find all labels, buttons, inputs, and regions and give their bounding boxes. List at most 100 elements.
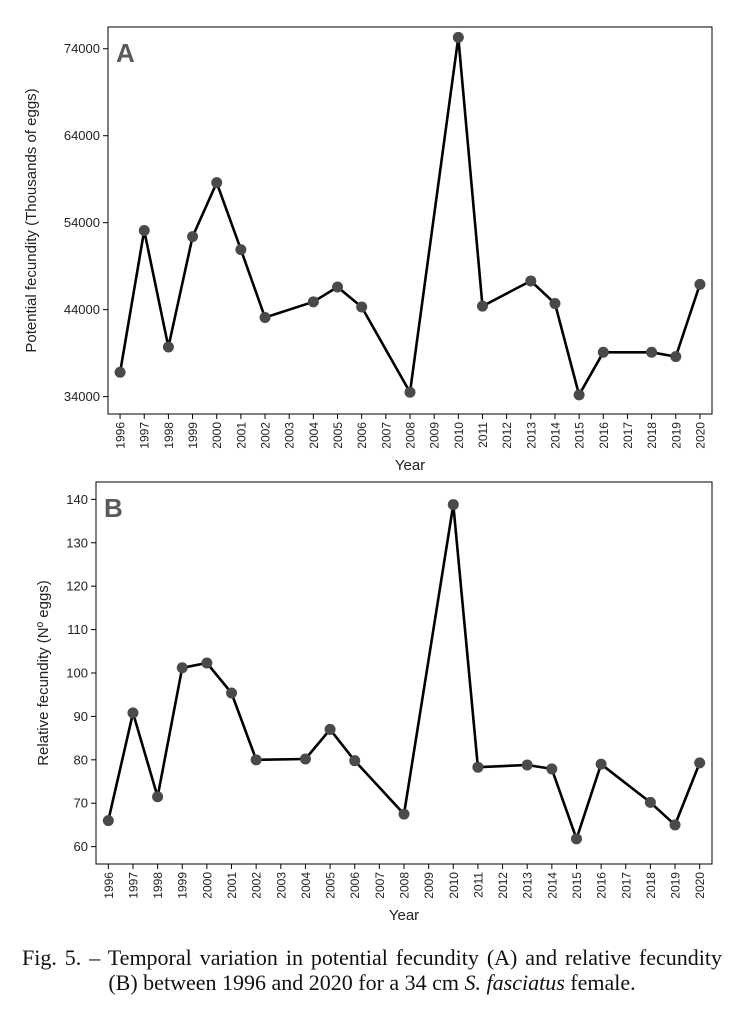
x-tick-label: 2014: [548, 422, 562, 449]
figure: A 34000 44000 54000 64000 74000 1996 1997 1998 19…: [23, 26, 713, 924]
y-tick-label: 110: [67, 622, 88, 637]
y-tick-label: 60: [74, 839, 88, 854]
data-point-b-2001: [226, 687, 238, 699]
x-tick-label: 2009: [422, 872, 436, 899]
data-point-b-2010: [447, 499, 459, 511]
x-tick-label: 1999: [186, 422, 200, 449]
x-tick-label: 2012: [500, 422, 514, 449]
data-point-a-1999: [187, 231, 199, 243]
data-point-a-2006: [356, 301, 368, 313]
x-tick-label: 2018: [644, 872, 658, 899]
y-tick-label: 44000: [64, 302, 100, 317]
y-tick-label: 120: [66, 579, 88, 594]
x-axis-title-a: Year: [395, 457, 425, 474]
x-tick-label: 2013: [521, 872, 535, 899]
x-tick-label: 2003: [274, 872, 288, 899]
x-axis-title-b: Year: [389, 907, 419, 924]
data-point-a-2018: [646, 346, 658, 358]
data-point-b-2004: [299, 753, 311, 765]
panel-b: B 60 70 80 90 100 110 120 130 140 1996 1997 1998 1999…: [35, 481, 713, 924]
y-tick-label: 130: [66, 535, 88, 550]
x-tick-label: 1998: [162, 422, 176, 449]
data-point-b-2015: [570, 833, 582, 845]
panel-label-b: B: [104, 493, 123, 523]
y-tick-label: 34000: [64, 389, 100, 404]
x-tick-label: 2001: [234, 422, 248, 449]
data-point-b-2008: [398, 808, 410, 820]
data-point-b-2014: [546, 763, 558, 775]
x-tick-label: 2014: [545, 872, 559, 899]
x-tick-label: 2019: [669, 422, 683, 449]
x-tick-label: 2020: [693, 872, 707, 899]
x-tick-label: 2005: [331, 422, 345, 449]
x-tick-label: 2004: [299, 872, 313, 899]
series-line-b: [107, 503, 701, 841]
data-point-b-2011: [472, 761, 484, 773]
data-point-a-2020: [694, 278, 706, 290]
x-tick-label: 2010: [452, 422, 466, 449]
caption-species: S. fasciatus: [464, 970, 565, 995]
data-point-b-2019: [669, 819, 681, 831]
x-tick-label: 2011: [476, 422, 490, 448]
x-tick-label: 2012: [496, 872, 510, 899]
data-point-a-2008: [404, 386, 416, 398]
x-tick-label: 2020: [693, 422, 707, 449]
y-tick-label: 64000: [64, 128, 100, 143]
data-point-b-2000: [201, 657, 213, 669]
data-point-a-2000: [211, 177, 223, 189]
x-tick-label: 1996: [114, 422, 128, 449]
x-tick-label: 2002: [250, 872, 264, 899]
data-point-a-2015: [573, 389, 585, 401]
caption-prefix: Fig. 5. – Temporal variation in potentia…: [22, 945, 722, 995]
x-tick-label: 2008: [404, 422, 418, 449]
x-tick-label: 2011: [471, 872, 485, 898]
panel-label-a: A: [116, 38, 135, 68]
y-tick-label: 74000: [64, 41, 100, 56]
data-point-a-2001: [235, 244, 247, 256]
data-point-a-2013: [525, 275, 537, 287]
data-point-b-2013: [521, 759, 533, 771]
data-point-a-2019: [670, 351, 682, 363]
x-tick-label: 2015: [570, 872, 584, 899]
x-tick-label: 2007: [373, 872, 387, 899]
data-point-a-2002: [259, 311, 271, 323]
x-tick-label: 2018: [645, 422, 659, 449]
x-tick-label: 2000: [200, 872, 214, 899]
x-tick-label: 2004: [307, 422, 321, 449]
data-point-a-1996: [114, 366, 126, 378]
x-tick-label: 1999: [176, 872, 190, 899]
data-point-a-2016: [597, 346, 609, 358]
x-tick-label: 1997: [126, 872, 140, 899]
data-point-b-1998: [152, 791, 164, 803]
y-tick-label: 54000: [64, 215, 100, 230]
data-point-b-2020: [694, 757, 706, 769]
x-tick-label: 2007: [379, 422, 393, 449]
data-point-b-2018: [644, 796, 656, 808]
caption-suffix: female.: [564, 970, 636, 995]
x-tick-label: 2006: [355, 422, 369, 449]
x-tick-label: 2009: [428, 422, 442, 449]
x-tick-label: 2002: [259, 422, 273, 449]
x-tick-label: 2016: [595, 872, 609, 899]
data-point-b-2005: [324, 723, 336, 735]
x-tick-label: 2016: [597, 422, 611, 449]
y-tick-label: 90: [74, 709, 88, 724]
data-point-b-2006: [349, 755, 361, 767]
x-tick-label: 2013: [524, 422, 538, 449]
y-axis-title-a: Potential fecundity (Thousands of eggs): [23, 88, 40, 352]
x-tick-label: 1996: [102, 872, 116, 899]
data-point-b-1997: [127, 707, 139, 719]
data-point-a-1997: [138, 225, 150, 237]
y-tick-label: 70: [74, 796, 88, 811]
x-tick-label: 2001: [225, 872, 239, 899]
x-tick-label: 2019: [669, 872, 683, 899]
x-tick-label: 2000: [210, 422, 224, 449]
x-tick-label: 1997: [138, 422, 152, 449]
data-point-a-2011: [476, 300, 488, 312]
series-line-a: [118, 36, 702, 397]
panel-a: A 34000 44000 54000 64000 74000 1996 1997 1998 19…: [23, 26, 713, 474]
x-tick-label: 2006: [348, 872, 362, 899]
data-point-b-1999: [176, 662, 188, 674]
data-point-b-1996: [102, 815, 114, 827]
figure-caption: Fig. 5. – Temporal variation in potentia…: [22, 945, 722, 995]
